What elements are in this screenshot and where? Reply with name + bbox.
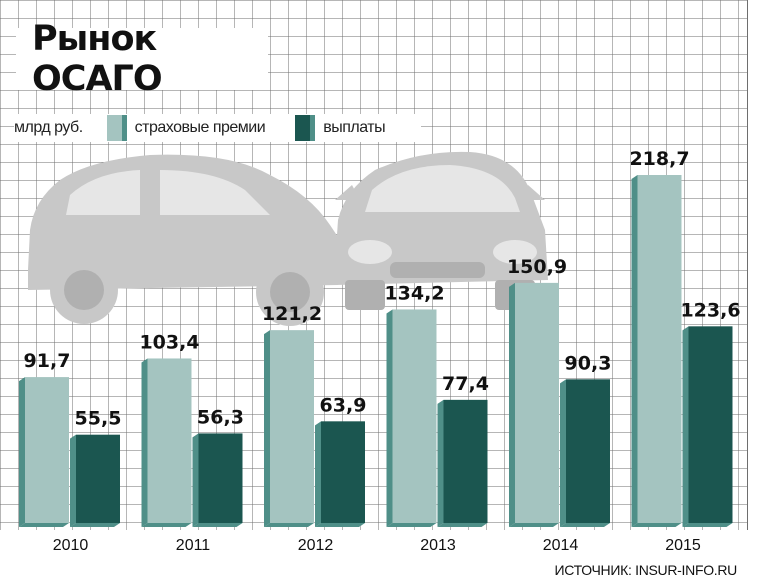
value-label-payouts-2012: 63,9 bbox=[320, 394, 367, 416]
bar-side bbox=[437, 399, 444, 527]
bar-face bbox=[198, 433, 243, 523]
bar-side bbox=[70, 434, 76, 527]
bar-face bbox=[688, 326, 733, 523]
bar-bottom bbox=[264, 523, 314, 527]
bar-bottom bbox=[315, 523, 365, 527]
bar-side bbox=[560, 379, 566, 527]
value-label-payouts-2010: 55,5 bbox=[75, 408, 122, 430]
bar-face bbox=[76, 434, 120, 523]
bar-face bbox=[270, 330, 314, 523]
bar-bottom bbox=[141, 523, 192, 527]
bar-side bbox=[192, 433, 199, 527]
x-tick-2014: 2014 bbox=[543, 537, 579, 554]
bar-face bbox=[147, 358, 192, 523]
bar-side bbox=[682, 326, 689, 527]
value-label-premiums-2014: 150,9 bbox=[507, 256, 567, 278]
bar-face bbox=[515, 282, 559, 523]
bar-face bbox=[637, 175, 682, 523]
value-label-premiums-2010: 91,7 bbox=[24, 350, 71, 372]
value-label-payouts-2011: 56,3 bbox=[197, 406, 244, 428]
bar-face bbox=[443, 399, 488, 523]
bar-bottom bbox=[560, 523, 610, 527]
bar-face bbox=[25, 377, 69, 523]
value-label-premiums-2011: 103,4 bbox=[139, 331, 199, 353]
bar-payouts-2014 bbox=[560, 379, 610, 527]
bar-premiums-2010 bbox=[19, 377, 69, 527]
bar-side bbox=[509, 282, 515, 527]
bar-side bbox=[631, 175, 638, 527]
bar-premiums-2014 bbox=[509, 282, 559, 527]
bar-bottom bbox=[19, 523, 69, 527]
value-label-premiums-2013: 134,2 bbox=[384, 282, 444, 304]
source-note: ИСТОЧНИК: INSUR-INFO.RU bbox=[550, 562, 741, 578]
bar-bottom bbox=[631, 523, 682, 527]
bar-premiums-2011 bbox=[141, 358, 192, 527]
x-tick-2013: 2013 bbox=[420, 537, 456, 554]
legend-label-premiums: страховые премии bbox=[134, 119, 266, 136]
bar-side bbox=[264, 330, 270, 527]
bar-side bbox=[386, 309, 393, 527]
x-tick-2015: 2015 bbox=[665, 537, 701, 554]
bar-premiums-2012 bbox=[264, 330, 314, 527]
labels-layer: 91,7 55,5 103,4 56,3 121,2 63,9 134,2 77,4 150,9… bbox=[24, 148, 741, 430]
bar-premiums-2013 bbox=[386, 309, 437, 527]
legend: млрд руб. страховые премии выплаты bbox=[14, 114, 422, 142]
bar-bottom bbox=[682, 523, 733, 527]
value-label-payouts-2014: 90,3 bbox=[565, 352, 612, 374]
page-title: Рынок ОСАГО bbox=[32, 19, 163, 99]
car-silhouette-left-icon bbox=[28, 154, 340, 326]
value-label-premiums-2012: 121,2 bbox=[262, 303, 322, 325]
bar-payouts-2012 bbox=[315, 421, 365, 527]
bar-side bbox=[315, 421, 321, 527]
bars-layer bbox=[19, 175, 733, 527]
legend-swatch-premiums bbox=[106, 115, 127, 141]
bar-bottom bbox=[509, 523, 559, 527]
value-label-premiums-2015: 218,7 bbox=[629, 148, 689, 170]
bar-face bbox=[566, 379, 610, 523]
x-axis-ticks: 2010 2011 2012 2013 2014 2015 bbox=[53, 537, 701, 554]
value-label-payouts-2013: 77,4 bbox=[442, 373, 489, 395]
bar-side bbox=[141, 358, 148, 527]
bar-bottom bbox=[437, 523, 488, 527]
bar-payouts-2011 bbox=[192, 433, 243, 527]
bar-payouts-2015 bbox=[682, 326, 733, 527]
legend-swatch-payouts bbox=[295, 115, 316, 141]
bar-premiums-2015 bbox=[631, 175, 682, 527]
legend-item-premiums: страховые премии bbox=[106, 115, 266, 141]
bar-payouts-2010 bbox=[70, 434, 120, 527]
bar-bottom bbox=[70, 523, 120, 527]
x-tick-2010: 2010 bbox=[53, 537, 89, 554]
bar-bottom bbox=[386, 523, 437, 527]
legend-item-payouts: выплаты bbox=[295, 115, 386, 141]
bar-face bbox=[321, 421, 365, 523]
bar-face bbox=[392, 309, 437, 523]
bar-side bbox=[19, 377, 25, 527]
x-tick-2011: 2011 bbox=[176, 537, 211, 554]
x-tick-2012: 2012 bbox=[298, 537, 334, 554]
value-label-payouts-2015: 123,6 bbox=[680, 299, 740, 321]
bar-payouts-2013 bbox=[437, 399, 488, 527]
bar-bottom bbox=[192, 523, 243, 527]
legend-unit: млрд руб. bbox=[14, 119, 83, 136]
title-box: Рынок ОСАГО bbox=[16, 19, 268, 99]
legend-label-payouts: выплаты bbox=[323, 119, 386, 136]
